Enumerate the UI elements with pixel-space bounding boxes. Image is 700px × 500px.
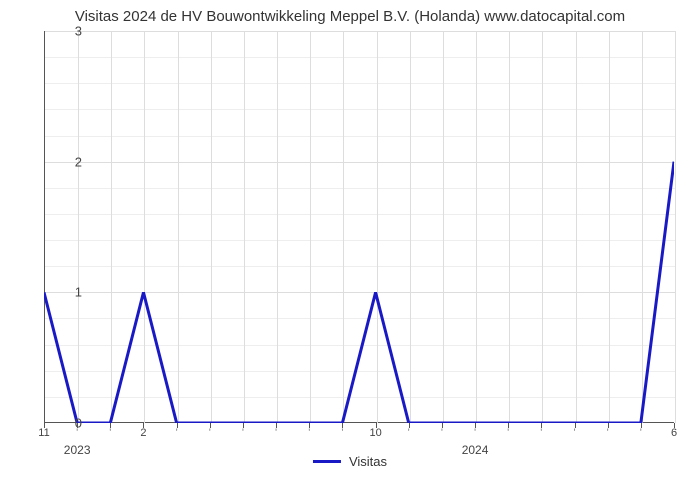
vgridline	[178, 31, 179, 423]
minor-hgridline	[45, 345, 675, 346]
vgridline	[111, 31, 112, 423]
minor-hgridline	[45, 83, 675, 84]
xtick-label: 2	[140, 427, 146, 439]
hgridline	[45, 162, 675, 163]
xtick-major-label: 2023	[64, 443, 91, 457]
xtick-minor: '	[573, 427, 575, 439]
minor-hgridline	[45, 136, 675, 137]
vgridline	[310, 31, 311, 423]
legend: Visitas	[313, 454, 387, 469]
xtick-minor: '	[408, 427, 410, 439]
vgridline	[542, 31, 543, 423]
vgridline	[509, 31, 510, 423]
vgridline	[642, 31, 643, 423]
vgridline	[476, 31, 477, 423]
xtick-minor: '	[640, 427, 642, 439]
minor-hgridline	[45, 240, 675, 241]
xtick-minor: '	[242, 427, 244, 439]
xtick-label: 10	[369, 427, 381, 439]
chart-title: Visitas 2024 de HV Bouwontwikkeling Mepp…	[0, 0, 700, 25]
vgridline	[78, 31, 79, 423]
hgridline	[45, 31, 675, 32]
minor-hgridline	[45, 57, 675, 58]
xtick-minor: '	[540, 427, 542, 439]
ytick-label: 1	[52, 285, 82, 300]
legend-swatch	[313, 460, 341, 463]
xtick-label: 11	[38, 427, 49, 439]
xtick-minor: '	[607, 427, 609, 439]
ytick-label: 3	[52, 24, 82, 39]
xtick-minor: '	[76, 427, 78, 439]
vgridline	[144, 31, 145, 423]
xtick-minor: '	[507, 427, 509, 439]
xtick-minor: '	[308, 427, 310, 439]
xtick-label: 6	[671, 427, 677, 439]
vgridline	[443, 31, 444, 423]
ytick-label: 2	[52, 154, 82, 169]
vgridline	[576, 31, 577, 423]
minor-hgridline	[45, 371, 675, 372]
minor-hgridline	[45, 397, 675, 398]
xtick-minor: '	[441, 427, 443, 439]
vgridline	[211, 31, 212, 423]
minor-hgridline	[45, 188, 675, 189]
vgridline	[377, 31, 378, 423]
xtick-minor: '	[109, 427, 111, 439]
xtick-minor: '	[209, 427, 211, 439]
legend-label: Visitas	[349, 454, 387, 469]
minor-hgridline	[45, 266, 675, 267]
minor-hgridline	[45, 214, 675, 215]
vgridline	[609, 31, 610, 423]
chart-area: 0123 11'2023'2''''''10'''2024'''''6	[44, 31, 674, 423]
xtick-major-label: 2024	[462, 443, 489, 457]
minor-hgridline	[45, 109, 675, 110]
vgridline	[244, 31, 245, 423]
vgridline	[277, 31, 278, 423]
xtick-minor: '	[275, 427, 277, 439]
xtick-minor: '	[341, 427, 343, 439]
plot-area	[44, 31, 674, 423]
vgridline	[410, 31, 411, 423]
vgridline	[343, 31, 344, 423]
minor-hgridline	[45, 318, 675, 319]
xtick-minor: '	[176, 427, 178, 439]
vgridline	[675, 31, 676, 423]
hgridline	[45, 292, 675, 293]
xtick-minor: '	[474, 427, 476, 439]
